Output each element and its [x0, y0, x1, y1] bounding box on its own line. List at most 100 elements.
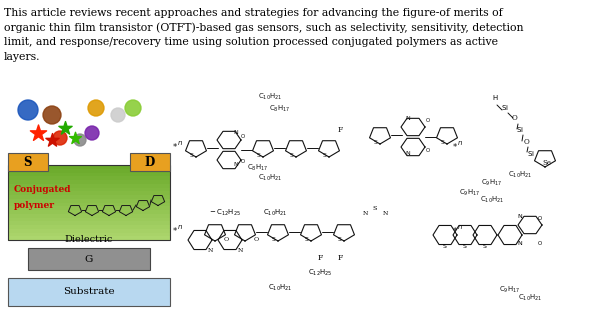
- Text: S: S: [290, 153, 294, 158]
- Text: N: N: [208, 248, 213, 253]
- Text: $\rm Si$: $\rm Si$: [527, 149, 535, 158]
- Text: S: S: [190, 153, 194, 158]
- Bar: [8, 278, 170, 306]
- Text: S: S: [441, 140, 445, 145]
- Text: F: F: [337, 254, 343, 262]
- Bar: [8, 180, 170, 185]
- Text: O: O: [538, 216, 542, 221]
- Bar: [8, 195, 170, 200]
- Text: $\rm C_{10}H_{21}$: $\rm C_{10}H_{21}$: [518, 293, 542, 303]
- Text: N: N: [237, 248, 243, 253]
- Text: $\rm Si$: $\rm Si$: [516, 125, 524, 134]
- Bar: [8, 225, 170, 230]
- Bar: [130, 153, 170, 171]
- Circle shape: [74, 134, 86, 146]
- Bar: [8, 187, 170, 192]
- Text: $n$: $n$: [177, 139, 183, 147]
- Bar: [28, 248, 150, 270]
- Text: N: N: [406, 116, 410, 121]
- Text: $\rm C_{10}H_{21}$: $\rm C_{10}H_{21}$: [268, 283, 292, 293]
- Text: $\rm C_8H_{17}$: $\rm C_8H_{17}$: [269, 104, 291, 114]
- Text: $\rm C_9H_{17}$: $\rm C_9H_{17}$: [499, 285, 521, 295]
- Text: limit, and response/recovery time using solution processed conjugated polymers a: limit, and response/recovery time using …: [4, 37, 498, 47]
- Text: S: S: [257, 153, 261, 158]
- Bar: [8, 176, 170, 181]
- Circle shape: [18, 100, 38, 120]
- Bar: [8, 153, 48, 171]
- Bar: [8, 191, 170, 196]
- Text: polymer: polymer: [14, 200, 55, 209]
- Bar: [8, 165, 170, 240]
- Bar: [8, 236, 170, 241]
- Text: S: S: [24, 156, 32, 168]
- Text: N: N: [234, 162, 238, 167]
- Text: $\rm C_8H_{17}$: $\rm C_8H_{17}$: [247, 163, 269, 173]
- Text: G: G: [85, 254, 93, 263]
- Bar: [8, 199, 170, 203]
- Text: F: F: [337, 126, 343, 134]
- Bar: [8, 221, 170, 226]
- Circle shape: [125, 100, 141, 116]
- Text: $\rm C_9H_{17}$: $\rm C_9H_{17}$: [460, 188, 481, 198]
- Circle shape: [88, 100, 104, 116]
- Bar: [8, 217, 170, 222]
- Text: N: N: [362, 211, 368, 216]
- Text: N: N: [518, 214, 522, 219]
- Text: N: N: [382, 211, 388, 216]
- Bar: [8, 210, 170, 215]
- Text: S: S: [443, 244, 447, 249]
- Point: [60, 125, 70, 131]
- Text: O: O: [241, 159, 245, 164]
- Text: $\rm H$: $\rm H$: [492, 93, 498, 102]
- Text: $\rm C_{10}H_{21}$: $\rm C_{10}H_{21}$: [480, 195, 504, 205]
- Text: O: O: [241, 134, 245, 139]
- Bar: [8, 232, 170, 237]
- Circle shape: [53, 131, 67, 145]
- Text: S: S: [323, 153, 327, 158]
- Text: O: O: [253, 237, 259, 242]
- Text: D: D: [145, 156, 155, 168]
- Text: S: S: [272, 237, 276, 242]
- Point: [47, 137, 57, 143]
- Text: Conjugated: Conjugated: [14, 185, 72, 194]
- Text: S: S: [483, 244, 487, 249]
- Bar: [8, 165, 170, 170]
- Text: $\rm C_{10}H_{21}$: $\rm C_{10}H_{21}$: [258, 92, 282, 102]
- Text: O: O: [426, 148, 430, 153]
- Text: $\rm -C_{12}H_{25}$: $\rm -C_{12}H_{25}$: [208, 208, 241, 218]
- Text: layers.: layers.: [4, 52, 40, 62]
- Text: Substrate: Substrate: [63, 287, 115, 296]
- Bar: [8, 172, 170, 177]
- Bar: [8, 169, 170, 173]
- Text: O: O: [426, 118, 430, 123]
- Bar: [8, 214, 170, 218]
- Text: S: S: [374, 140, 378, 145]
- Text: O: O: [523, 138, 529, 146]
- Circle shape: [111, 108, 125, 122]
- Text: $*$: $*$: [172, 226, 178, 234]
- Text: F: F: [317, 254, 323, 262]
- Text: S: S: [463, 244, 467, 249]
- Text: N: N: [518, 241, 522, 246]
- Text: $\rm C_9H_{17}$: $\rm C_9H_{17}$: [482, 178, 503, 188]
- Text: $n$: $n$: [457, 223, 463, 231]
- Circle shape: [43, 106, 61, 124]
- Text: O: O: [512, 114, 518, 122]
- Text: $\rm Si$: $\rm Si$: [501, 103, 509, 112]
- Text: Dielectric: Dielectric: [65, 235, 113, 244]
- Text: $n$: $n$: [177, 223, 183, 231]
- Text: This article reviews recent approaches and strategies for advancing the figure-o: This article reviews recent approaches a…: [4, 8, 503, 18]
- Bar: [8, 206, 170, 211]
- Text: N: N: [234, 130, 238, 135]
- Text: $\rm C_{10}H_{21}$: $\rm C_{10}H_{21}$: [258, 173, 282, 183]
- Text: N: N: [406, 151, 410, 156]
- Text: $*$: $*$: [172, 142, 178, 150]
- Text: $\rm C_{10}H_{21}$: $\rm C_{10}H_{21}$: [508, 170, 533, 180]
- Text: S: S: [373, 206, 377, 211]
- Bar: [8, 184, 170, 188]
- Text: $*$: $*$: [452, 142, 458, 150]
- Text: $\rm C_{12}H_{25}$: $\rm C_{12}H_{25}$: [308, 268, 332, 278]
- Text: $\rm C_{10}H_{21}$: $\rm C_{10}H_{21}$: [263, 208, 287, 218]
- Circle shape: [85, 126, 99, 140]
- Text: Se: Se: [543, 159, 551, 167]
